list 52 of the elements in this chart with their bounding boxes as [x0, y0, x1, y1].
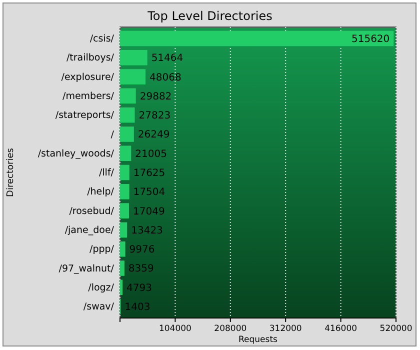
x-tick-label: 104000	[158, 324, 192, 334]
bar	[120, 241, 126, 257]
y-tick-label: /explosure/	[61, 72, 115, 83]
data-label: 9976	[129, 244, 155, 256]
y-tick-label: /logz/	[88, 282, 115, 294]
bar	[120, 164, 130, 180]
data-label: 48068	[150, 72, 182, 84]
x-tick-label: 520000	[380, 324, 412, 334]
data-label: 26249	[138, 130, 170, 141]
data-label: 4793	[126, 282, 152, 294]
bar	[120, 30, 394, 46]
data-label: 8359	[128, 264, 154, 275]
y-tick-label: /members/	[62, 90, 115, 102]
bar	[120, 203, 130, 218]
x-axis-title: Requests	[238, 335, 278, 345]
x-tick-label: 312000	[269, 324, 302, 334]
y-tick-label: /csis/	[90, 34, 115, 45]
bar	[120, 260, 124, 276]
bar	[120, 126, 134, 142]
data-label: 17049	[133, 206, 165, 218]
bar	[120, 88, 136, 104]
data-label: 515620	[351, 34, 390, 45]
data-label: 13423	[131, 225, 163, 236]
data-label: 17504	[133, 187, 166, 198]
y-tick-label: /llf/	[98, 168, 115, 179]
y-tick-label: /swav/	[83, 302, 115, 313]
y-tick-label: /trailboys/	[66, 52, 115, 64]
y-tick-label: /	[110, 129, 115, 140]
y-tick-label: /statreports/	[55, 110, 115, 122]
x-tick-label: 208000	[214, 324, 247, 334]
data-label: 21005	[135, 148, 167, 160]
y-tick-label: /rosebud/	[69, 206, 115, 217]
data-label: 17625	[133, 168, 166, 179]
data-label: 1403	[124, 302, 150, 314]
x-tick-label: 416000	[324, 324, 358, 334]
y-tick-label: /97_walnut/	[58, 263, 115, 274]
data-label: 27823	[138, 110, 171, 122]
y-tick-label: /ppp/	[90, 244, 115, 256]
y-tick-label: /jane_doe/	[64, 224, 115, 236]
y-axis-title: Directories	[6, 148, 16, 197]
bar	[120, 280, 123, 296]
y-tick-label: /help/	[87, 186, 115, 198]
data-label: 51464	[151, 53, 184, 64]
bar	[120, 50, 148, 66]
bar	[120, 107, 135, 123]
y-tick-label: /stanley_woods/	[38, 148, 115, 160]
bar	[120, 222, 128, 238]
bar	[120, 184, 130, 200]
bar	[120, 146, 132, 162]
chart-title: Top Level Directories	[146, 9, 272, 23]
bar	[120, 69, 146, 84]
data-label: 29882	[140, 91, 172, 102]
